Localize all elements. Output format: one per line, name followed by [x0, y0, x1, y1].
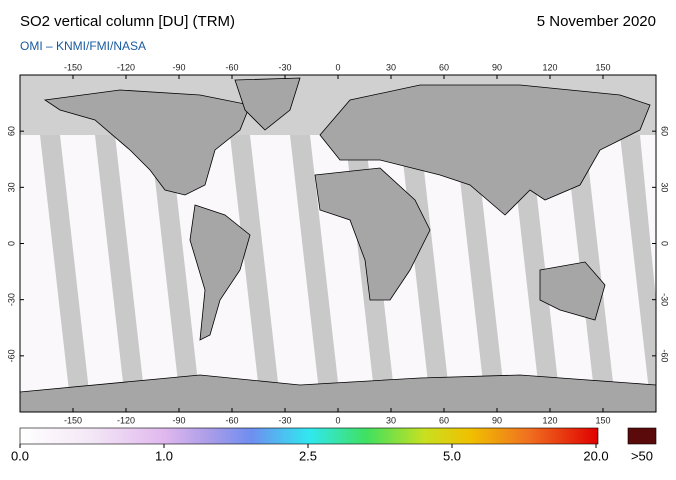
y-tick-label: 30: [660, 182, 670, 192]
colorbar-label: 5.0: [443, 448, 461, 463]
y-tick-label: 30: [6, 182, 16, 192]
y-tick-label: -30: [6, 293, 16, 306]
map: [20, 75, 656, 412]
x-tick-label: 30: [386, 62, 396, 72]
y-tick-label: 0: [660, 241, 670, 246]
x-tick-label: -30: [278, 415, 291, 425]
colorbar-overflow: [627, 427, 657, 445]
x-tick-label: -150: [64, 415, 82, 425]
x-tick-label: -90: [172, 415, 185, 425]
date: 5 November 2020: [537, 13, 656, 30]
x-tick-label: 30: [386, 415, 396, 425]
overflow-label: >50: [631, 448, 653, 463]
x-tick-label: 150: [595, 415, 610, 425]
x-tick-label: 120: [542, 415, 557, 425]
x-tick-label: 120: [542, 62, 557, 72]
colorbar-label: 20.0: [583, 448, 608, 463]
y-tick-label: -30: [660, 293, 670, 306]
colorbar-label: 1.0: [155, 448, 173, 463]
x-tick-label: 90: [492, 62, 502, 72]
colorbar-label: 2.5: [299, 448, 317, 463]
continents: [20, 77, 656, 412]
x-tick-label: 0: [335, 62, 340, 72]
y-tick-label: 0: [6, 241, 16, 246]
colorbar: [19, 427, 599, 445]
x-tick-label: 150: [595, 62, 610, 72]
x-tick-label: -120: [117, 62, 135, 72]
title: SO2 vertical column [DU] (TRM): [20, 13, 235, 30]
y-tick-label: 60: [6, 126, 16, 136]
x-tick-label: -60: [225, 415, 238, 425]
x-tick-label: -60: [225, 62, 238, 72]
y-tick-label: -60: [660, 349, 670, 362]
x-tick-label: 60: [439, 415, 449, 425]
x-tick-label: 90: [492, 415, 502, 425]
x-tick-label: 0: [335, 415, 340, 425]
x-tick-label: -120: [117, 415, 135, 425]
x-tick-label: -90: [172, 62, 185, 72]
y-tick-label: -60: [6, 349, 16, 362]
x-tick-label: -150: [64, 62, 82, 72]
x-tick-label: 60: [439, 62, 449, 72]
y-tick-label: 60: [660, 126, 670, 136]
colorbar-label: 0.0: [11, 448, 29, 463]
credit: OMI – KNMI/FMI/NASA: [20, 39, 146, 53]
x-tick-label: -30: [278, 62, 291, 72]
